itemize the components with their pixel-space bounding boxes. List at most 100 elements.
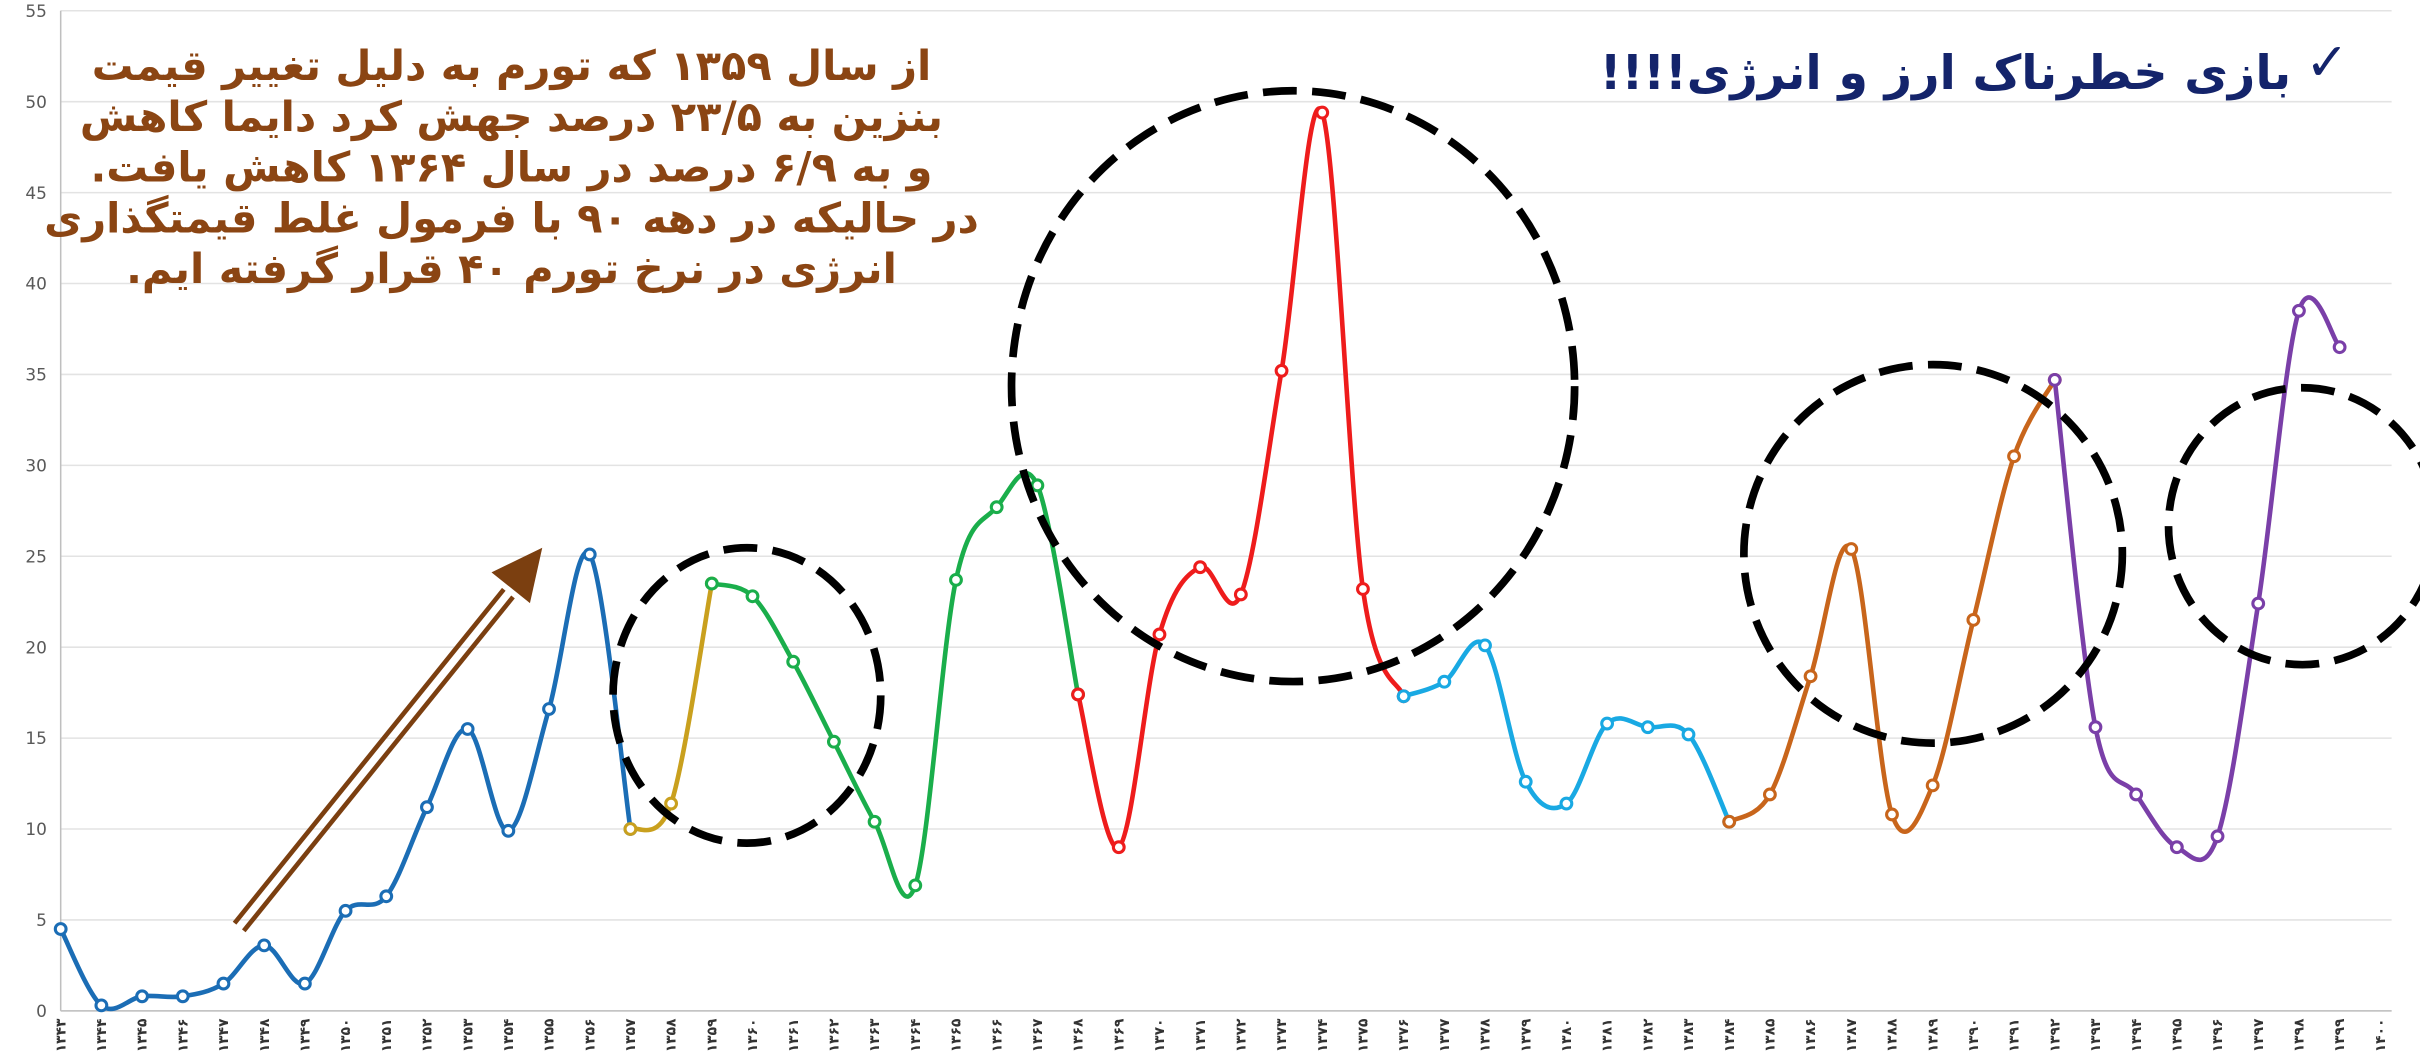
x-tick-label: ۱۳۹۵	[2169, 1018, 2185, 1052]
x-tick-label: ۱۳۵۲	[420, 1018, 436, 1052]
x-tick-label: ۱۳۵۶	[582, 1019, 598, 1053]
x-tick-label: ۱۳۷۱	[1193, 1019, 1209, 1053]
x-tick-label: ۱۳۶۴	[908, 1019, 924, 1053]
point-marker	[1966, 612, 1981, 627]
point-marker	[1437, 674, 1452, 689]
x-tick-label: ۱۳۴۳	[53, 1018, 69, 1052]
arrow-line	[241, 595, 515, 933]
y-tick-label: 0	[36, 1001, 47, 1021]
point-marker	[1762, 787, 1777, 802]
x-tick-label: ۱۳۵۵	[542, 1018, 558, 1052]
point-marker	[989, 500, 1004, 515]
y-tick-label: 5	[36, 910, 47, 930]
series-line	[1075, 106, 1406, 850]
annotation-line: از سال ۱۳۵۹ که تورم به دلیل تغییر قیمت	[92, 41, 931, 91]
x-tick-label: ۱۳۶۳	[867, 1018, 883, 1052]
point-marker	[2129, 787, 2144, 802]
point-marker	[135, 989, 149, 1004]
x-tick-label: ۱۳۶۸	[1071, 1018, 1087, 1052]
circle	[2164, 383, 2420, 669]
point-marker	[826, 734, 841, 749]
point-marker	[175, 989, 190, 1004]
x-tick-label: ۱۳۸۳	[1681, 1018, 1697, 1052]
point-marker	[2047, 372, 2062, 387]
circle	[1007, 86, 1579, 686]
y-tick-label: 35	[25, 365, 47, 385]
point-marker	[623, 822, 638, 836]
x-tick-label: ۱۳۵۳	[460, 1018, 476, 1052]
series-line	[58, 550, 633, 1012]
x-tick-label: ۱۳۵۷	[623, 1018, 639, 1052]
point-marker	[2292, 303, 2306, 318]
point-marker	[1600, 716, 1615, 731]
point-marker	[1681, 727, 1696, 742]
x-tick-label: ۱۳۵۱	[379, 1019, 395, 1053]
point-marker	[582, 547, 597, 562]
y-tick-label: 20	[25, 637, 47, 657]
x-tick-label: ۱۳۷۹	[1518, 1018, 1534, 1052]
point-marker	[949, 572, 963, 587]
annotation-line: و به ۶/۹ درصد در سال ۱۳۶۴ کاهش یافت.	[91, 143, 933, 193]
point-marker	[1478, 638, 1492, 653]
y-tick-label: 45	[25, 183, 47, 203]
annotation-line: انرژی در نرخ تورم ۴۰ قرار گرفته ایم.	[126, 244, 897, 294]
x-tick-label: ۱۳۴۴	[94, 1019, 110, 1053]
point-marker	[704, 576, 719, 591]
point-marker	[1152, 627, 1167, 642]
annotation-line: در حالیکه در دهه ۹۰ با فرمول غلط قیمتگذا…	[44, 193, 979, 243]
x-tick-label: ۱۳۹۴	[2129, 1019, 2145, 1053]
point-marker	[664, 796, 679, 811]
point-marker	[2088, 720, 2103, 735]
y-tick-label: 10	[25, 819, 47, 839]
x-tick-label: ۱۳۸۵	[1763, 1018, 1779, 1052]
x-tick-label: ۱۳۷۵	[1356, 1018, 1372, 1052]
arrow-line	[232, 587, 506, 925]
point-marker	[257, 938, 272, 953]
y-tick-label: 40	[25, 274, 47, 294]
point-marker	[542, 702, 556, 716]
series-line	[629, 583, 715, 833]
point-marker	[501, 823, 516, 838]
x-tick-label: ۱۳۴۸	[257, 1018, 273, 1052]
x-tick-label: ۱۳۶۰	[745, 1019, 761, 1053]
arrow-head	[491, 547, 543, 604]
point-marker	[1559, 796, 1574, 811]
x-tick-label: ۱۳۷۸	[1478, 1018, 1494, 1052]
y-tick-label: 15	[25, 728, 47, 748]
highlight-circles	[609, 86, 2420, 847]
point-marker	[1518, 774, 1533, 789]
x-tick-label: ۱۳۸۷	[1844, 1018, 1860, 1052]
point-marker	[338, 903, 353, 918]
series-lines	[53, 105, 2347, 1013]
point-marker	[1193, 560, 1208, 575]
point-marker	[1844, 542, 1859, 556]
x-tick-label: ۱۳۷۶	[1396, 1019, 1412, 1053]
annotation-line: بنزین به ۲۳/۵ درصد جهش کرد دایما کاهش	[80, 92, 943, 142]
series-line	[711, 471, 1081, 899]
point-marker	[1803, 669, 1818, 684]
x-tick-label: ۱۳۹۲	[2047, 1018, 2063, 1052]
x-tick-label: ۱۳۴۵	[135, 1018, 151, 1052]
circle	[609, 543, 885, 847]
point-marker	[297, 976, 312, 991]
circle	[1740, 360, 2127, 747]
arrow	[232, 547, 543, 933]
x-tick-label: ۱۳۴۶	[175, 1019, 191, 1053]
point-marker	[53, 922, 68, 936]
x-tick-label: ۱۳۹۶	[2210, 1019, 2226, 1053]
x-tick-label: ۱۳۸۲	[1640, 1018, 1656, 1052]
y-tick-label: 55	[25, 1, 47, 21]
point-marker	[420, 800, 434, 815]
x-tick-label: ۱۳۸۹	[1925, 1018, 1941, 1052]
x-tick-label: ۱۳۶۹	[1111, 1018, 1127, 1052]
x-tick-label: ۱۴۰۰	[2373, 1019, 2389, 1053]
y-tick-label: 30	[25, 456, 47, 476]
point-marker	[1030, 478, 1045, 493]
point-marker	[2007, 449, 2021, 464]
x-tick-label: ۱۳۹۹	[2332, 1018, 2348, 1052]
x-tick-label: ۱۳۶۶	[989, 1019, 1005, 1053]
x-tick-label: ۱۳۶۱	[786, 1019, 802, 1053]
check-icon: ✓	[2305, 32, 2349, 93]
point-marker	[460, 722, 475, 736]
